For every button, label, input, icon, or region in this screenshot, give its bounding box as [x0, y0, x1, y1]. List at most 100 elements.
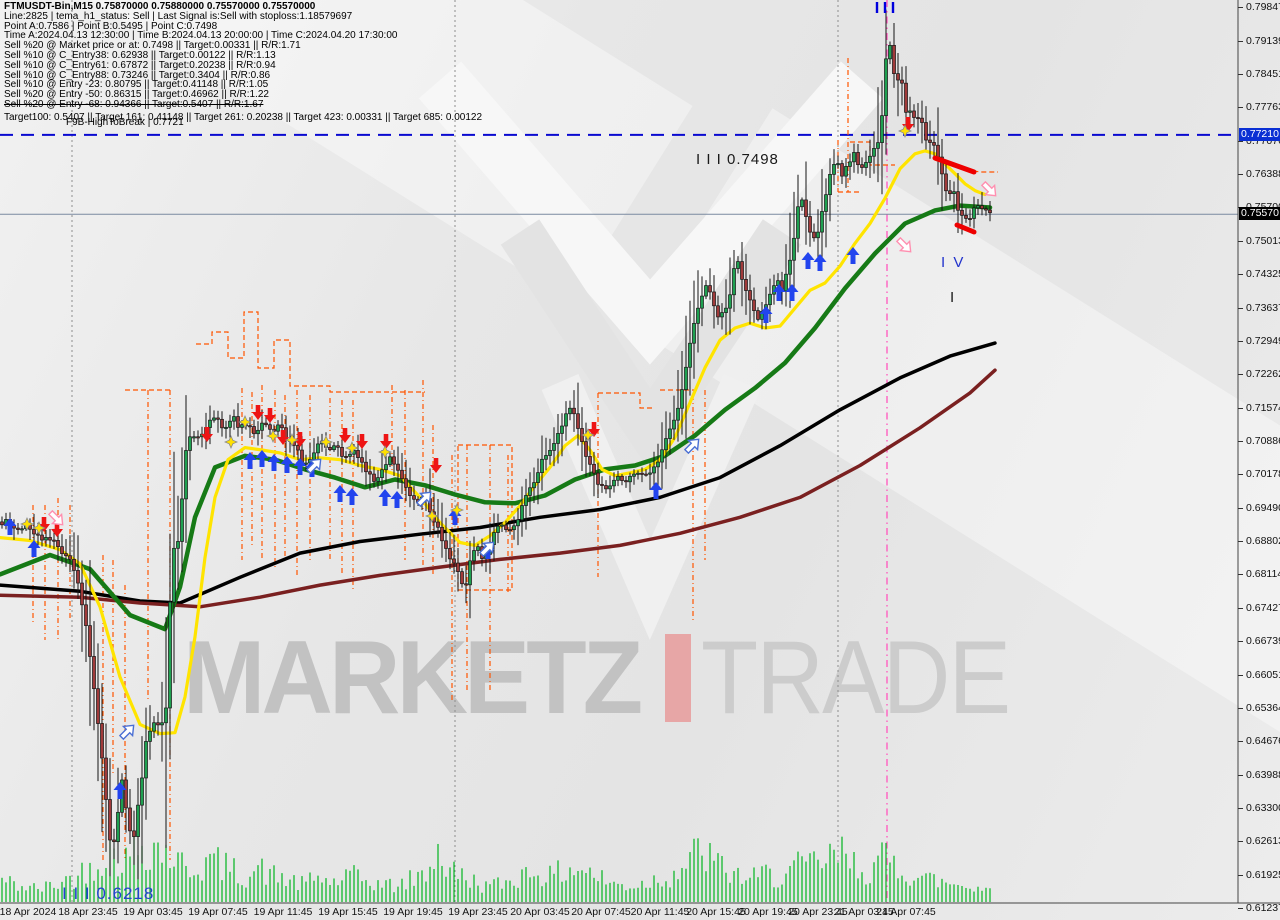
candle-body — [932, 142, 936, 146]
candle-body — [584, 441, 588, 457]
candle-body — [688, 342, 692, 368]
price-tick — [1238, 140, 1243, 142]
break-price-badge: 0.77210 — [1239, 127, 1280, 141]
candle-body — [128, 807, 132, 832]
resistance-segment[interactable] — [954, 222, 977, 235]
candle-body — [800, 199, 804, 208]
trailing-stop-path — [196, 311, 425, 393]
candle-body — [260, 422, 264, 431]
candle-body — [476, 546, 480, 551]
candle-body — [392, 456, 396, 465]
candle-body — [296, 445, 300, 451]
candle-body — [168, 601, 172, 709]
candle-body — [940, 156, 944, 175]
time-label: 19 Apr 11:45 — [253, 906, 313, 918]
candle-body — [808, 216, 812, 233]
breakout-arrow-icon — [415, 491, 432, 508]
candle-body — [380, 469, 384, 478]
candle-body — [0, 521, 4, 526]
price-label: 0.70886 — [1246, 434, 1280, 447]
candle-body — [656, 461, 660, 468]
candle-body — [560, 425, 564, 434]
candle-body — [396, 463, 400, 471]
candle-body — [60, 546, 64, 555]
candle-body — [52, 539, 56, 542]
star-icon — [424, 508, 440, 524]
candle-body — [384, 464, 388, 471]
price-axis[interactable]: 0.798470.791390.784510.777630.770760.763… — [1238, 0, 1280, 920]
star-icon — [318, 434, 334, 450]
candle-body — [564, 413, 568, 427]
candle-body — [896, 73, 900, 81]
candle-body — [748, 290, 752, 301]
candle-body — [224, 426, 228, 429]
candle-body — [744, 278, 748, 291]
candle-body — [624, 480, 628, 483]
sell-arrow-icon — [38, 517, 50, 532]
sell-arrow-icon — [356, 434, 368, 449]
candle-body — [604, 485, 608, 490]
candle-body — [828, 174, 832, 196]
price-tick — [1238, 774, 1243, 776]
candle-body — [692, 322, 696, 344]
candle-body — [72, 558, 76, 571]
candle-body — [860, 164, 864, 168]
trailing-stop-path — [850, 141, 895, 166]
price-tick — [1238, 240, 1243, 242]
star-icon — [897, 123, 913, 139]
candle-body — [612, 479, 616, 487]
candle-body — [708, 285, 712, 293]
buy-arrow-icon — [649, 482, 663, 499]
candle-body — [716, 305, 720, 318]
candle-body — [956, 191, 960, 211]
candle-body — [372, 473, 376, 482]
candle-body — [456, 562, 460, 572]
candle-body — [216, 417, 220, 420]
buy-arrow-icon — [113, 782, 127, 799]
candle-body — [556, 433, 560, 444]
reversal-arrow-icon — [895, 236, 912, 253]
candle-body — [304, 462, 308, 465]
candle-body — [908, 110, 912, 113]
star-icon — [284, 432, 300, 448]
time-axis[interactable]: 18 Apr 2024 18 Apr 23:45 19 Apr 03:45 19 Ap… — [0, 903, 1280, 920]
candle-body — [388, 456, 392, 465]
resistance-segment[interactable] — [932, 155, 977, 175]
candle-body — [636, 472, 640, 475]
candle-body — [976, 205, 980, 209]
candle-body — [912, 110, 916, 118]
candle-body — [252, 426, 256, 435]
candle-body — [632, 473, 636, 477]
price-tick — [1238, 374, 1243, 376]
candle-body — [672, 419, 676, 430]
buy-arrow-icon — [3, 518, 17, 535]
candle-body — [332, 445, 336, 451]
price-label: 0.72262 — [1246, 368, 1280, 381]
price-label: 0.61237 — [1246, 902, 1280, 915]
breakout-arrow-icon — [478, 541, 495, 558]
candle-body — [116, 811, 120, 843]
price-tick — [1238, 807, 1243, 809]
price-tick — [1238, 741, 1243, 743]
time-label: 18 Apr 2024 — [0, 906, 57, 918]
sell-arrow-icon — [201, 427, 213, 442]
candle-body — [724, 307, 728, 313]
price-label: 0.62613 — [1246, 835, 1280, 848]
candle-body — [904, 82, 908, 113]
buy-arrow-icon — [846, 247, 860, 264]
price-label: 0.79139 — [1246, 34, 1280, 47]
candle-body — [536, 472, 540, 483]
candle-body — [936, 144, 940, 158]
sell-arrow-icon — [339, 428, 351, 443]
candle-body — [40, 534, 44, 541]
price-label: 0.68802 — [1246, 535, 1280, 548]
candle-body — [824, 194, 828, 212]
candle-body — [36, 533, 40, 536]
time-label: 20 Apr 19:45 — [738, 906, 798, 918]
candle-body — [628, 475, 632, 483]
star-icon — [344, 440, 360, 456]
candle-body — [268, 424, 272, 430]
candle-body — [140, 777, 144, 806]
candle-body — [756, 310, 760, 320]
